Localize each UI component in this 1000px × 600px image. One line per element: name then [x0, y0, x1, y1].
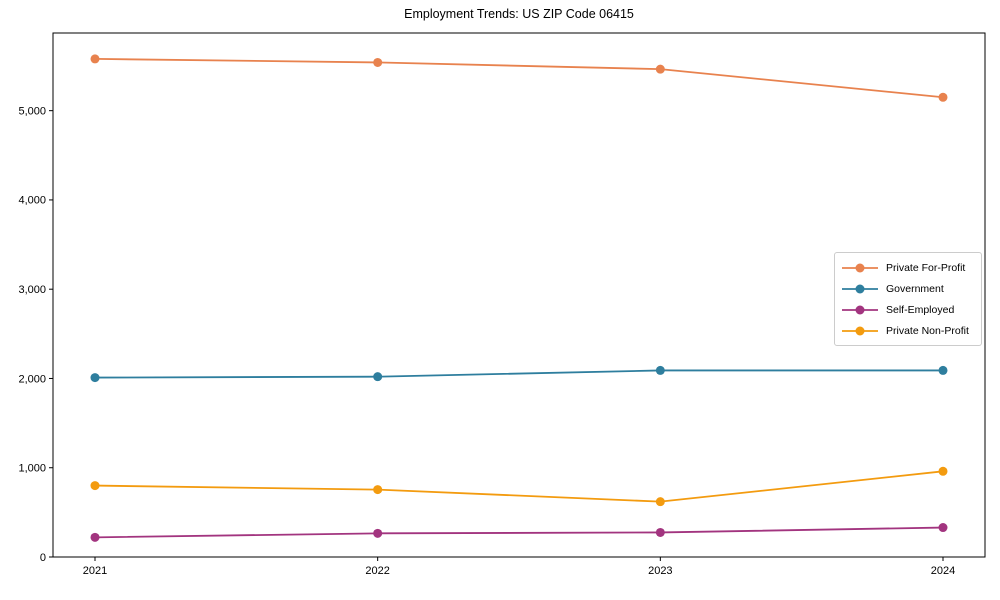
- legend-line-marker-icon: [842, 263, 878, 272]
- y-tick-label: 5,000: [18, 105, 46, 117]
- series-line: [94, 526, 944, 539]
- axes-frame: [52, 32, 986, 558]
- legend-label: Government: [886, 282, 944, 295]
- legend-item: Private For-Profit: [841, 257, 975, 278]
- series-line: [94, 369, 943, 379]
- legend-item: Government: [841, 278, 975, 299]
- y-tick-label: 0: [40, 552, 46, 564]
- data-point: [373, 372, 383, 382]
- legend-label: Private For-Profit: [886, 261, 966, 274]
- y-tick-label: 4,000: [18, 195, 46, 207]
- y-tick-label: 1,000: [18, 463, 46, 475]
- x-tick-label: 2024: [931, 565, 955, 577]
- x-tick-label: 2021: [83, 565, 107, 577]
- legend-label: Private Non-Profit: [886, 324, 969, 337]
- data-point: [655, 497, 665, 507]
- data-point: [938, 92, 948, 102]
- chart-title: Employment Trends: US ZIP Code 06415: [404, 7, 634, 21]
- data-point: [90, 54, 100, 64]
- legend: Private For-Profit Government Self-Employe…: [834, 252, 982, 346]
- data-point: [373, 57, 383, 67]
- series-line: [94, 470, 944, 503]
- data-point: [373, 485, 383, 495]
- legend-line-marker-icon: [842, 326, 878, 335]
- data-point: [373, 528, 383, 538]
- data-point: [655, 64, 665, 74]
- legend-label: Self-Employed: [886, 303, 955, 316]
- legend-line-marker-icon: [842, 284, 878, 293]
- data-point: [938, 466, 948, 476]
- data-point: [655, 365, 665, 375]
- x-tick-label: 2023: [648, 565, 672, 577]
- y-tick-label: 2,000: [18, 373, 46, 385]
- data-point: [938, 523, 948, 533]
- data-point: [655, 527, 665, 537]
- legend-line-marker-icon: [842, 305, 878, 314]
- legend-item: Private Non-Profit: [841, 320, 975, 341]
- data-point: [90, 532, 100, 542]
- x-tick-label: 2022: [365, 565, 389, 577]
- data-point: [90, 481, 100, 491]
- data-point: [938, 365, 948, 375]
- data-point: [90, 373, 100, 383]
- legend-item: Self-Employed: [841, 299, 975, 320]
- y-tick-label: 3,000: [18, 284, 46, 296]
- series-line: [94, 57, 944, 99]
